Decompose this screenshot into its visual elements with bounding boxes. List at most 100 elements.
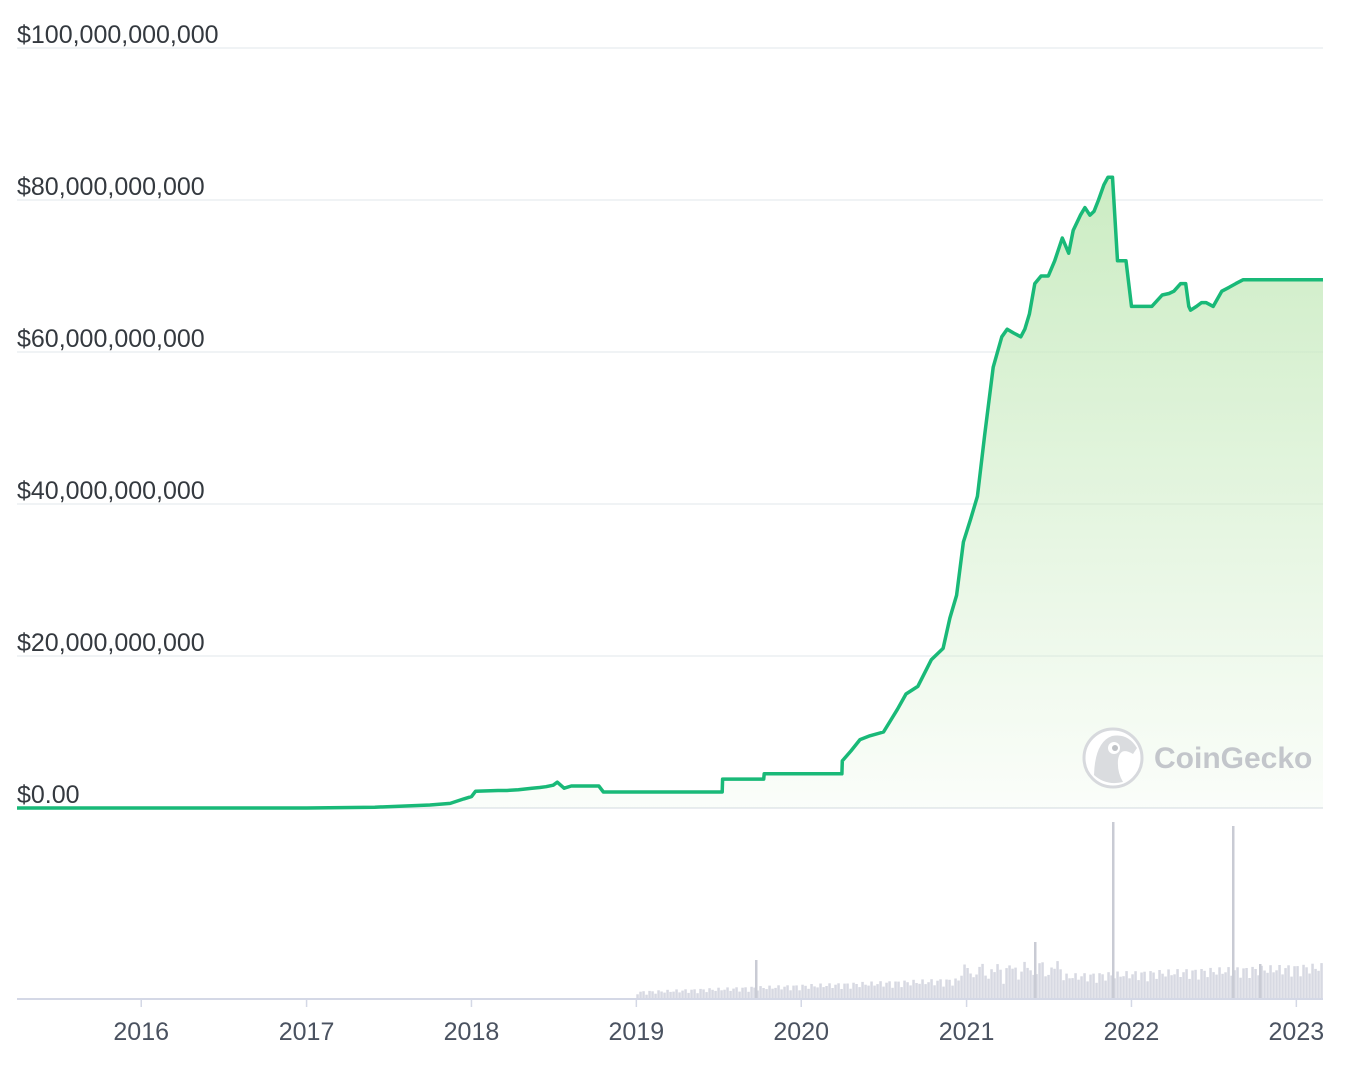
volume-bar bbox=[885, 982, 888, 998]
volume-bar bbox=[1083, 973, 1086, 998]
volume-bar bbox=[1029, 970, 1032, 998]
volume-bar bbox=[1296, 966, 1299, 998]
volume-bar bbox=[1047, 974, 1050, 998]
volume-bar bbox=[711, 989, 714, 998]
volume-bar bbox=[798, 990, 801, 998]
y-tick-label: $60,000,000,000 bbox=[17, 325, 205, 353]
volume-bar bbox=[960, 975, 963, 998]
volume-bar bbox=[1092, 973, 1095, 998]
volume-bar bbox=[1008, 965, 1011, 998]
volume-bar bbox=[867, 985, 870, 998]
volume-bar bbox=[987, 978, 990, 998]
x-tick-label: 2023 bbox=[1269, 1018, 1325, 1046]
volume-bar bbox=[822, 987, 825, 998]
volume-bar bbox=[1104, 980, 1107, 998]
volume-bar bbox=[1113, 978, 1116, 998]
volume-bar bbox=[696, 993, 699, 998]
x-tick-label: 2017 bbox=[279, 1018, 335, 1046]
volume-bar bbox=[969, 973, 972, 998]
volume-bar bbox=[906, 982, 909, 998]
volume-bar bbox=[762, 988, 765, 998]
volume-bar bbox=[861, 981, 864, 998]
volume-bar bbox=[1086, 981, 1089, 998]
volume-bar bbox=[843, 983, 846, 998]
volume-bar bbox=[870, 981, 873, 998]
y-tick-label: $100,000,000,000 bbox=[17, 21, 219, 49]
volume-bar bbox=[753, 987, 756, 998]
volume-bar bbox=[654, 993, 657, 998]
volume-bar bbox=[1278, 965, 1281, 998]
volume-bar bbox=[1299, 976, 1302, 998]
volume-bar bbox=[804, 985, 807, 998]
volume-bar bbox=[678, 992, 681, 998]
volume-bar bbox=[1167, 969, 1170, 998]
volume-bar bbox=[1269, 965, 1272, 998]
volume-bar bbox=[1263, 970, 1266, 998]
volume-bar bbox=[831, 988, 834, 998]
x-tick-label: 2016 bbox=[113, 1018, 169, 1046]
volume-bar bbox=[687, 992, 690, 998]
volume-bar bbox=[954, 978, 957, 998]
volume-bar bbox=[1095, 982, 1098, 998]
volume-bar bbox=[873, 985, 876, 998]
volume-bar bbox=[765, 989, 768, 998]
area-fill-layer bbox=[17, 177, 1323, 808]
volume-bar bbox=[990, 969, 993, 998]
volume-bar bbox=[1143, 971, 1146, 998]
volume-bar bbox=[744, 987, 747, 998]
volume-bar bbox=[840, 989, 843, 998]
volume-bar bbox=[1044, 976, 1047, 998]
volume-bar bbox=[1050, 967, 1053, 998]
volume-bar bbox=[1194, 969, 1197, 998]
volume-bar bbox=[1224, 972, 1227, 998]
volume-bars bbox=[636, 822, 1323, 998]
volume-bar bbox=[909, 985, 912, 998]
volume-bar bbox=[855, 984, 858, 998]
volume-bar bbox=[918, 983, 921, 998]
volume-bar bbox=[660, 991, 663, 998]
volume-bar bbox=[675, 989, 678, 998]
y-tick-label: $0.00 bbox=[17, 781, 80, 809]
volume-bar bbox=[1014, 967, 1017, 998]
volume-bar bbox=[1293, 966, 1296, 998]
volume-bar bbox=[807, 988, 810, 998]
volume-bar bbox=[948, 979, 951, 998]
volume-bar bbox=[1209, 967, 1212, 998]
volume-bar bbox=[1173, 974, 1176, 998]
volume-bar bbox=[1077, 979, 1080, 998]
volume-bar bbox=[783, 986, 786, 998]
volume-bar bbox=[738, 991, 741, 998]
volume-bar bbox=[1227, 967, 1230, 998]
volume-bar bbox=[1146, 981, 1149, 998]
volume-bar bbox=[1059, 969, 1062, 998]
volume-bar bbox=[780, 989, 783, 998]
volume-bar bbox=[942, 986, 945, 998]
volume-bar bbox=[1122, 976, 1125, 998]
volume-bar bbox=[1251, 966, 1254, 998]
volume-bar bbox=[1242, 968, 1245, 998]
x-tick-label: 2022 bbox=[1104, 1018, 1160, 1046]
volume-bar bbox=[1266, 972, 1269, 998]
volume-bar bbox=[972, 977, 975, 998]
volume-bar bbox=[1116, 971, 1119, 998]
volume-bar bbox=[747, 991, 750, 998]
volume-bar bbox=[699, 988, 702, 998]
volume-bar bbox=[1032, 974, 1035, 998]
volume-bar bbox=[720, 990, 723, 998]
volume-bar bbox=[1185, 969, 1188, 998]
volume-bar bbox=[1140, 972, 1143, 998]
market-cap-area bbox=[17, 177, 1323, 808]
volume-bar bbox=[813, 986, 816, 998]
volume-bar bbox=[741, 987, 744, 998]
volume-bar bbox=[1125, 971, 1128, 998]
volume-bar bbox=[642, 991, 645, 998]
volume-bar bbox=[1089, 974, 1092, 998]
volume-bar bbox=[900, 987, 903, 998]
volume-bar bbox=[1287, 965, 1290, 998]
volume-spike bbox=[1259, 964, 1262, 998]
volume-bar bbox=[1284, 968, 1287, 998]
volume-bar bbox=[801, 984, 804, 998]
x-tick-label: 2018 bbox=[444, 1018, 500, 1046]
volume-bar bbox=[816, 987, 819, 998]
